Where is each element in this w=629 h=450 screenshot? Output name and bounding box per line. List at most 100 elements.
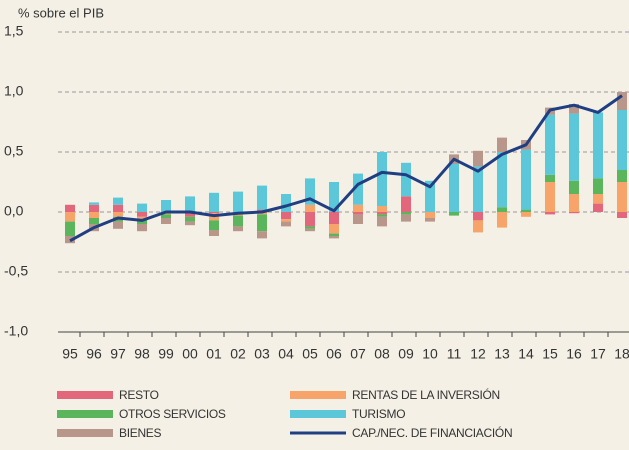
bar-segment: [209, 212, 219, 214]
bar-segment: [305, 226, 315, 229]
bar-segment: [137, 212, 147, 217]
bar-segment: [329, 233, 339, 236]
bar-segment: [497, 137, 507, 152]
bar-segment: [137, 203, 147, 212]
line-series: [69, 94, 623, 243]
y-tick-label: -1,0: [4, 323, 28, 339]
y-tick-label: 0,0: [4, 203, 24, 219]
x-tick-label: 14: [518, 346, 534, 362]
bar-segment: [545, 174, 555, 182]
bar-segment: [353, 212, 363, 215]
legend-label: RENTAS DE LA INVERSIÓN: [352, 387, 500, 402]
bar-segment: [617, 170, 627, 182]
bar-segment: [569, 113, 579, 181]
bar-segment: [209, 220, 219, 230]
bar-segment: [89, 202, 99, 205]
x-tick-label: 07: [350, 346, 366, 362]
bar-segment: [545, 182, 555, 212]
legend-swatch: [57, 391, 113, 399]
bar-segment: [377, 152, 387, 206]
bar-segment: [569, 194, 579, 212]
x-tick-label: 12: [470, 346, 486, 362]
bar-segment: [257, 231, 267, 239]
bar-segment: [185, 196, 195, 212]
x-tick-label: 16: [566, 346, 582, 362]
bar-segment: [521, 149, 531, 210]
y-tick-label: 1,0: [4, 83, 24, 99]
bar-segment: [89, 218, 99, 224]
bar-segment: [281, 194, 291, 212]
x-tick-label: 15: [542, 346, 558, 362]
bar-segment: [305, 212, 315, 227]
y-axis-label: % sobre el PIB: [18, 5, 104, 20]
bar-segment: [233, 191, 243, 212]
y-tick-label: 0,5: [4, 143, 24, 159]
bar-segment: [497, 152, 507, 208]
bar-segment: [617, 212, 627, 218]
bar-segment: [233, 226, 243, 232]
bar-segment: [185, 216, 195, 222]
x-tick-label: 98: [134, 346, 150, 362]
x-tick-label: 96: [86, 346, 102, 362]
bar-segment: [65, 204, 75, 212]
bar-segment: [473, 220, 483, 233]
y-tick-label: -0,5: [4, 263, 28, 279]
bar-segment: [161, 214, 171, 218]
bar-segment: [137, 216, 147, 220]
x-tick-label: 99: [158, 346, 174, 362]
bar-segment: [569, 212, 579, 214]
bar-segment: [209, 192, 219, 212]
bar-segment: [593, 203, 603, 212]
bar-segment: [497, 207, 507, 212]
bar-segment: [617, 110, 627, 170]
x-tick-label: 08: [374, 346, 390, 362]
bar-segment: [425, 180, 435, 212]
bar-segment: [377, 206, 387, 212]
bar-segment: [257, 185, 267, 210]
bar-segment: [281, 221, 291, 227]
x-tick-label: 01: [206, 346, 222, 362]
bar-segment: [329, 236, 339, 239]
bar-segment: [305, 204, 315, 212]
bar-segment: [353, 214, 363, 224]
bar-segment: [377, 212, 387, 215]
y-tick-label: 1,5: [4, 23, 24, 39]
bar-segment: [545, 212, 555, 215]
bar-segment: [305, 228, 315, 232]
bar-segment: [593, 194, 603, 204]
bar-segment: [569, 180, 579, 194]
bar-segment: [353, 204, 363, 212]
legend-label: CAP./NEC. DE FINANCIACIÓN: [352, 425, 512, 440]
bar-segment: [473, 212, 483, 221]
x-tick-label: 06: [326, 346, 342, 362]
bar-segment: [257, 214, 267, 232]
bar-segment: [329, 182, 339, 212]
x-tick-label: 13: [494, 346, 510, 362]
bar-segment: [449, 164, 459, 212]
legend-swatch: [290, 391, 346, 399]
bar-segment: [113, 197, 123, 205]
x-tick-label: 11: [447, 346, 462, 362]
bar-segment: [113, 221, 123, 229]
bar-segment: [425, 218, 435, 222]
bar-segment: [329, 212, 339, 224]
bar-segment: [377, 214, 387, 217]
bar-segment: [569, 104, 579, 114]
x-tick-label: 02: [230, 346, 246, 362]
bar-segment: [161, 218, 171, 224]
bar-segment: [89, 204, 99, 212]
bar-segment: [401, 162, 411, 197]
x-tick-label: 05: [302, 346, 318, 362]
bar-segment: [521, 212, 531, 217]
bar-segment: [449, 212, 459, 216]
bar-segment: [545, 114, 555, 175]
x-tick-label: 18: [614, 346, 629, 362]
bar-segment: [425, 212, 435, 218]
bar-segment: [185, 212, 195, 217]
legend-label: BIENES: [119, 426, 162, 440]
bar-segment: [497, 212, 507, 228]
bar-segment: [401, 214, 411, 222]
x-tick-label: 97: [110, 346, 126, 362]
bar-segment: [281, 219, 291, 222]
